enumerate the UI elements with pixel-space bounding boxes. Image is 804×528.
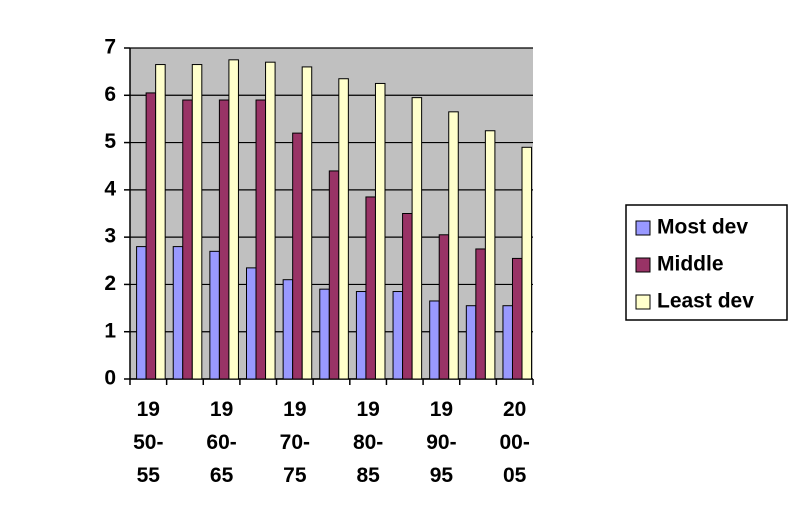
legend-swatch [635,220,651,236]
y-tick-label: 3 [104,225,116,248]
legend-swatch [635,294,651,310]
bar [319,288,330,380]
bar [392,291,404,380]
bar [155,64,166,380]
bar [438,234,450,380]
x-tick-label: 19 60-65 [206,398,236,487]
bar [246,267,257,380]
x-tick-label: 19 90-95 [426,398,456,487]
bar [355,291,367,380]
bar [338,78,349,380]
bar [475,248,486,380]
legend [625,204,788,321]
y-tick-label: 4 [104,177,116,200]
legend-label: Middle [657,253,724,276]
legend-label: Least dev [657,290,754,313]
bar [301,66,313,380]
bar [402,213,413,380]
bar [145,92,157,380]
bar [521,146,533,380]
bar [282,279,294,380]
bar [218,99,230,380]
bar [182,99,193,380]
legend-swatch [635,257,651,273]
x-tick-label: 19 50-55 [133,398,163,487]
x-tick-label: 20 00-05 [500,398,530,487]
x-tick-label: 19 70-75 [280,398,310,487]
legend-label: Most dev [657,216,748,239]
bar [502,305,513,380]
bar [484,130,496,380]
bar [265,61,276,380]
bar [209,250,220,380]
bar [365,196,376,380]
bar [448,111,459,380]
bar [465,305,477,380]
bar [374,82,386,380]
y-tick-label: 0 [104,367,116,390]
bar [411,97,423,380]
bar [429,300,440,380]
bar [292,132,303,380]
bar [511,257,523,380]
bar [255,99,267,380]
bar [191,64,203,380]
bar [228,59,239,380]
bar [328,170,340,380]
y-tick-label: 6 [104,83,116,106]
bar [136,246,147,380]
y-tick-label: 1 [104,319,116,342]
y-tick-label: 7 [104,36,116,59]
y-tick-label: 5 [104,130,116,153]
bar [172,246,184,380]
x-tick-label: 19 80-85 [353,398,383,487]
y-tick-label: 2 [104,272,116,295]
